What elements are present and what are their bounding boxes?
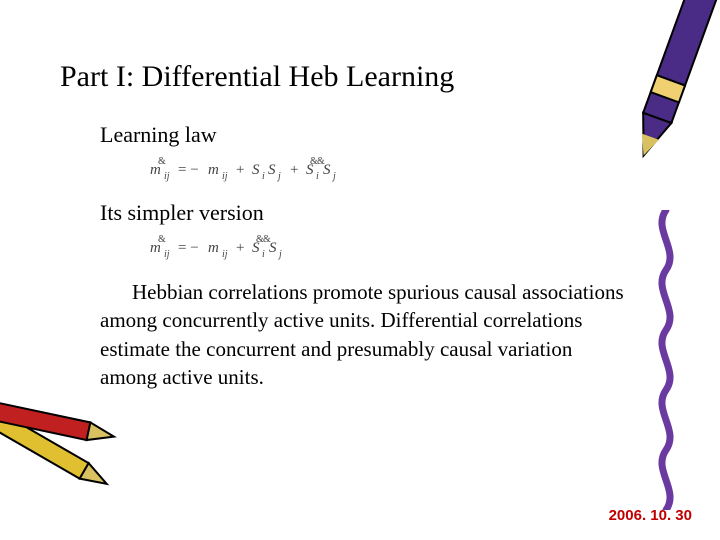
- svg-text:S: S: [323, 162, 331, 178]
- svg-text:S: S: [252, 240, 260, 256]
- body-paragraph: Hebbian correlations promote spurious ca…: [100, 278, 630, 391]
- svg-text:S: S: [306, 162, 314, 178]
- svg-text:+: +: [236, 162, 244, 178]
- svg-text:ij: ij: [222, 249, 228, 260]
- svg-text:S: S: [269, 240, 277, 256]
- svg-text:ij: ij: [164, 249, 170, 260]
- formula-learning-law: & m ij = − m ij + S i S j + & & S i S j: [140, 154, 660, 182]
- svg-text:ij: ij: [222, 171, 228, 182]
- svg-text:m: m: [208, 240, 219, 256]
- svg-text:i: i: [262, 249, 265, 260]
- svg-text:+: +: [236, 240, 244, 256]
- svg-text:m: m: [150, 240, 161, 256]
- svg-text:= −: = −: [178, 162, 199, 178]
- crayon-decor-top-right-icon: [610, 0, 720, 200]
- svg-text:S: S: [252, 162, 260, 178]
- svg-text:j: j: [331, 171, 336, 182]
- svg-text:+: +: [290, 162, 298, 178]
- svg-text:i: i: [262, 171, 265, 182]
- svg-text:S: S: [268, 162, 276, 178]
- svg-text:m: m: [208, 162, 219, 178]
- svg-text:j: j: [277, 249, 282, 260]
- svg-text:ij: ij: [164, 171, 170, 182]
- squiggle-decor-icon: [646, 210, 684, 510]
- svg-text:i: i: [316, 171, 319, 182]
- formula-simpler: & m ij = − m ij + & & S i S j: [140, 232, 660, 260]
- learning-law-label: Learning law: [100, 122, 660, 148]
- svg-text:m: m: [150, 162, 161, 178]
- svg-text:j: j: [276, 171, 281, 182]
- svg-text:= −: = −: [178, 240, 199, 256]
- slide-title: Part I: Differential Heb Learning: [60, 60, 660, 94]
- simpler-version-label: Its simpler version: [100, 200, 660, 226]
- slide: Part I: Differential Heb Learning Learni…: [0, 0, 720, 540]
- crayon-decor-bottom-left-icon: [0, 380, 130, 500]
